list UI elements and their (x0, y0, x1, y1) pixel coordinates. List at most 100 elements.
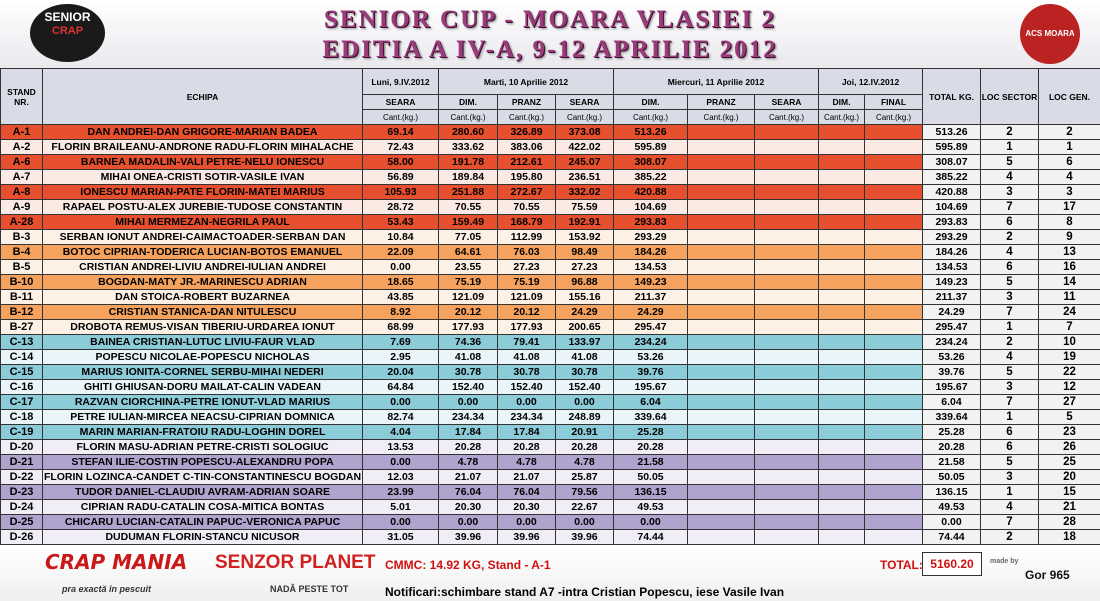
empty-cell (818, 439, 865, 455)
total: 49.53 (922, 499, 981, 515)
stand: D-26 (0, 529, 43, 545)
stand: A-1 (0, 124, 43, 140)
empty-cell (864, 364, 923, 380)
general-place: 9 (1038, 229, 1100, 245)
table-header: STAND NR. ECHIPA Luni, 9.IV.2012 Marti, 10 … (0, 68, 1100, 125)
score: 20.28 (555, 439, 614, 455)
score: 192.91 (555, 214, 614, 230)
empty-cell (687, 259, 755, 275)
empty-cell (754, 154, 819, 170)
empty-cell (864, 229, 923, 245)
score: 24.29 (555, 304, 614, 320)
team: FLORIN BRAILEANU-ANDRONE RADU-FLORIN MIH… (42, 139, 363, 155)
empty-cell (818, 274, 865, 290)
empty-cell (687, 169, 755, 185)
score: 76.04 (497, 484, 556, 500)
empty-cell (754, 439, 819, 455)
team-row: B-5 CRISTIAN ANDREI-LIVIU ANDREI-IULIAN A… (0, 259, 1100, 275)
empty-cell (754, 529, 819, 545)
empty-cell (687, 244, 755, 260)
total: 184.26 (922, 244, 981, 260)
stand: A-9 (0, 199, 43, 215)
empty-cell (754, 514, 819, 530)
logo-text: SENIOR (44, 10, 91, 24)
empty-cell (754, 319, 819, 335)
general-place: 6 (1038, 154, 1100, 170)
score: 25.87 (555, 469, 614, 485)
empty-cell (818, 409, 865, 425)
general-place: 17 (1038, 199, 1100, 215)
score: 70.55 (438, 199, 498, 215)
session-header: PRANZ (497, 94, 556, 110)
score: 43.85 (362, 289, 439, 305)
score: 28.72 (362, 199, 439, 215)
total: 74.44 (922, 529, 981, 545)
empty-cell (754, 379, 819, 395)
empty-cell (687, 379, 755, 395)
session-header: SEARA (362, 94, 439, 110)
empty-cell (818, 124, 865, 140)
empty-cell (818, 514, 865, 530)
team-row: D-24 CIPRIAN RADU-CATALIN COSA-MITICA BON… (0, 499, 1100, 515)
stand: B-10 (0, 274, 43, 290)
score: 5.01 (362, 499, 439, 515)
logo-subtext: CRAP (51, 25, 84, 37)
score: 74.44 (613, 529, 688, 545)
team: SERBAN IONUT ANDREI-CAIMACTOADER-SERBAN … (42, 229, 363, 245)
empty-cell (818, 184, 865, 200)
score: 4.78 (555, 454, 614, 470)
empty-cell (754, 124, 819, 140)
sector-place: 7 (980, 199, 1039, 215)
empty-cell (864, 334, 923, 350)
total: 195.67 (922, 379, 981, 395)
empty-cell (818, 214, 865, 230)
score: 25.28 (613, 424, 688, 440)
results-table: STAND NR. ECHIPA Luni, 9.IV.2012 Marti, 10 … (0, 68, 1100, 545)
team-row: C-14 POPESCU NICOLAE-POPESCU NICHOLAS 2.95… (0, 349, 1100, 365)
score: 332.02 (555, 184, 614, 200)
empty-cell (818, 244, 865, 260)
sponsor-tagline: NADĂ PESTE TOT (270, 584, 349, 594)
team: MIHAI MERMEZAN-NEGRILA PAUL (42, 214, 363, 230)
sector-place: 4 (980, 499, 1039, 515)
sector-place: 7 (980, 394, 1039, 410)
empty-cell (754, 409, 819, 425)
general-place: 16 (1038, 259, 1100, 275)
score: 98.49 (555, 244, 614, 260)
team-row: A-2 FLORIN BRAILEANU-ANDRONE RADU-FLORIN … (0, 139, 1100, 155)
score: 0.00 (362, 259, 439, 275)
score: 191.78 (438, 154, 498, 170)
score: 234.24 (613, 334, 688, 350)
day-header: Miercuri, 11 Aprilie 2012 (613, 68, 819, 95)
team: IONESCU MARIAN-PATE FLORIN-MATEI MARIUS (42, 184, 363, 200)
score: 121.09 (438, 289, 498, 305)
score: 0.00 (497, 394, 556, 410)
empty-cell (864, 499, 923, 515)
empty-cell (687, 409, 755, 425)
table-body: A-1 DAN ANDREI-DAN GRIGORE-MARIAN BADEA 69… (0, 124, 1100, 545)
empty-cell (864, 139, 923, 155)
team-row: C-19 MARIN MARIAN-FRATOIU RADU-LOGHIN DOR… (0, 424, 1100, 440)
column-header: LOC GEN. (1038, 68, 1100, 125)
empty-cell (687, 499, 755, 515)
score: 20.04 (362, 364, 439, 380)
notice: Notificari:schimbare stand A7 -intra Cri… (385, 585, 785, 599)
score: 149.23 (613, 274, 688, 290)
general-place: 15 (1038, 484, 1100, 500)
general-place: 5 (1038, 409, 1100, 425)
empty-cell (818, 454, 865, 470)
score: 6.04 (613, 394, 688, 410)
empty-cell (864, 289, 923, 305)
day-header: Joi, 12.IV.2012 (818, 68, 923, 95)
team-row: A-8 IONESCU MARIAN-PATE FLORIN-MATEI MARI… (0, 184, 1100, 200)
empty-cell (818, 529, 865, 545)
stand: C-15 (0, 364, 43, 380)
empty-cell (818, 334, 865, 350)
score: 308.07 (613, 154, 688, 170)
score: 4.78 (497, 454, 556, 470)
team-row: B-12 CRISTIAN STANICA-DAN NITULESCU 8.92 20… (0, 304, 1100, 320)
score: 50.05 (613, 469, 688, 485)
stand: C-17 (0, 394, 43, 410)
empty-cell (754, 364, 819, 380)
score: 0.00 (438, 394, 498, 410)
